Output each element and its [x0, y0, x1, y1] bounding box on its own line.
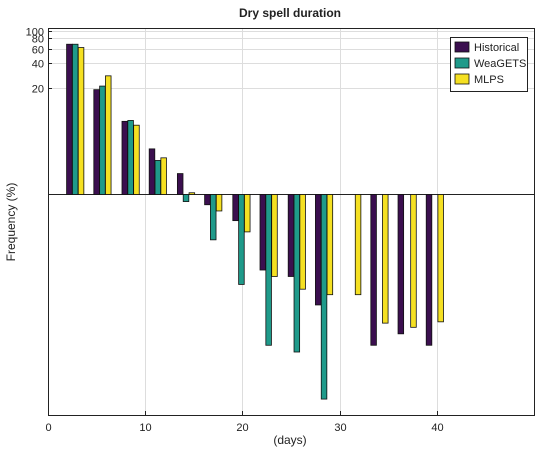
legend-label: Historical: [474, 42, 519, 54]
x-tick-label: 40: [431, 422, 443, 434]
bar: [72, 43, 79, 195]
bar: [437, 194, 444, 323]
bar: [160, 157, 167, 195]
y-tick-label: 20: [32, 84, 44, 96]
x-tick-label: 10: [139, 422, 151, 434]
bar: [293, 194, 301, 353]
bar: [188, 192, 196, 195]
legend: Historical WeaGETS MLPS: [450, 37, 528, 92]
bar: [425, 194, 433, 346]
bar: [148, 148, 156, 195]
legend-swatch: [454, 57, 470, 69]
bar: [77, 47, 85, 195]
bar: [182, 194, 190, 202]
x-axis-label: (days): [273, 433, 306, 447]
bar: [397, 194, 405, 335]
bar: [299, 194, 306, 290]
bar: [99, 85, 106, 195]
y-tick-label: 60: [32, 45, 44, 57]
y-axis-label: Frequency (%): [4, 183, 18, 262]
bar: [215, 194, 223, 212]
bar: [121, 120, 128, 195]
bar: [133, 124, 140, 195]
legend-label: MLPS: [474, 74, 504, 86]
bars: [66, 43, 444, 400]
bar: [315, 194, 322, 306]
bar: [320, 194, 328, 400]
bar: [265, 194, 272, 346]
y-tick-label: 40: [32, 59, 44, 71]
bar: [232, 194, 239, 222]
bar: [93, 89, 100, 195]
plot-frame: [48, 28, 535, 416]
bar: [210, 194, 217, 241]
legend-swatch: [454, 41, 470, 53]
bar: [204, 194, 211, 206]
bar: [105, 75, 112, 195]
legend-swatch: [454, 73, 470, 85]
y-tick-label: 100: [26, 27, 44, 39]
bar: [154, 160, 162, 195]
bar: [370, 194, 377, 346]
bar: [238, 194, 245, 285]
bar: [244, 194, 251, 233]
bar: [287, 194, 295, 277]
bar: [271, 194, 278, 277]
bar: [259, 194, 267, 271]
x-tick-label: 20: [236, 422, 248, 434]
bar: [354, 194, 362, 296]
bar: [410, 194, 417, 328]
bar: [326, 194, 334, 296]
bar: [176, 173, 184, 195]
bar: [382, 194, 389, 324]
bar: [66, 43, 73, 195]
legend-label: WeaGETS: [474, 58, 526, 70]
bar: [127, 120, 134, 195]
y-tick-label: 80: [32, 34, 44, 46]
chart-title: Dry spell duration: [239, 6, 341, 20]
x-tick-label: 0: [45, 422, 51, 434]
x-axis-ticks: 0 10 20 30 40: [45, 411, 444, 434]
x-tick-label: 30: [334, 422, 346, 434]
